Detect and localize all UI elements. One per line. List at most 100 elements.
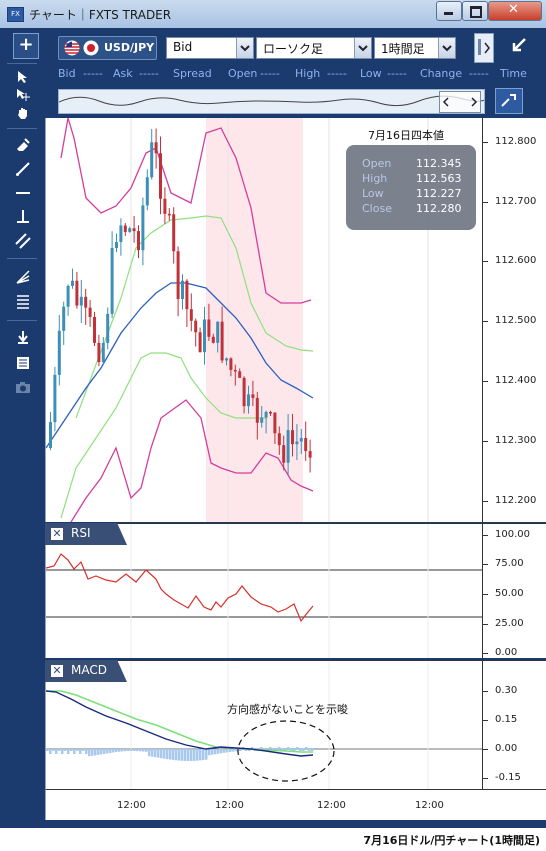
currency-pair-selector[interactable]: USD/JPY — [58, 36, 157, 60]
window-title: チャート｜FXTS TRADER — [29, 8, 172, 22]
macd-histogram-bar — [166, 749, 169, 760]
chevron-left-icon[interactable] — [440, 92, 452, 112]
price-type-value: Bid — [173, 40, 193, 54]
chart-window: FX チャート｜FXTS TRADER ✕ + — [0, 0, 546, 828]
quote-high-value: ----- — [327, 67, 347, 80]
fibonacci-tool-icon[interactable] — [14, 292, 32, 310]
price-type-dropdown[interactable]: Bid — [166, 37, 254, 59]
macd-histogram-bar — [272, 748, 275, 751]
chart-type-dropdown[interactable]: ローソク足 — [256, 37, 372, 59]
candle-body — [264, 411, 268, 418]
close-rsi-icon[interactable]: ✕ — [51, 527, 63, 540]
quote-low-label: Low — [360, 67, 382, 80]
sidebar-divider — [7, 320, 37, 321]
cursor-tool-icon[interactable] — [14, 68, 32, 86]
candle-body — [229, 358, 233, 370]
candle-body — [137, 231, 140, 251]
high-label: High — [362, 172, 388, 185]
close-button[interactable]: ✕ — [488, 1, 542, 21]
macd-tab[interactable]: ✕ MACD — [45, 660, 127, 682]
crosshair-tool-icon[interactable] — [14, 86, 32, 104]
hand-tool-icon[interactable] — [14, 104, 32, 122]
macd-histogram-bar — [130, 749, 133, 752]
macd-histogram-bar — [100, 749, 103, 755]
expand-icon — [501, 94, 516, 107]
axis-tick-label: 25.00 — [495, 618, 524, 629]
chevron-right-icon[interactable] — [468, 92, 480, 112]
axis-tick — [483, 535, 488, 536]
close-macd-icon[interactable]: ✕ — [51, 664, 63, 677]
candle-body — [132, 228, 136, 232]
minimize-button[interactable] — [436, 1, 462, 21]
open-value: 112.345 — [416, 157, 462, 170]
auto-scale-button[interactable] — [495, 88, 523, 114]
candle-body — [269, 411, 272, 414]
macd-histogram-bar — [76, 749, 79, 751]
axis-tick-label: 75.00 — [495, 558, 524, 569]
download-icon[interactable] — [14, 328, 32, 346]
horizontal-line-tool-icon[interactable] — [14, 184, 32, 202]
camera-icon[interactable] — [14, 378, 32, 396]
macd-signal-line — [46, 690, 313, 753]
macd-tab-label: MACD — [71, 663, 107, 677]
axis-tick-label: 100.00 — [495, 529, 530, 540]
candle-body — [84, 296, 88, 308]
axis-tick — [483, 720, 488, 721]
navigator-thumb[interactable] — [439, 91, 481, 113]
axis-tick — [483, 202, 488, 203]
detach-window-button[interactable] — [507, 35, 531, 57]
macd-histogram-bar — [223, 749, 226, 753]
macd-panel[interactable] — [45, 660, 482, 789]
candle-body — [304, 438, 308, 452]
range-navigator[interactable] — [58, 89, 485, 114]
macd-histogram-bar — [199, 749, 202, 761]
macd-histogram-bar — [97, 749, 100, 755]
macd-histogram-bar — [58, 749, 61, 751]
axis-tick-label: 50.00 — [495, 588, 524, 599]
macd-histogram-bar — [190, 749, 193, 761]
macd-histogram-bar — [281, 748, 284, 751]
quote-spread-label: Spread — [173, 67, 212, 80]
macd-axis-panel: 0.30 0.15 0.00 -0.15 — [482, 660, 546, 789]
macd-histogram-bar — [94, 749, 97, 756]
print-icon[interactable] — [14, 354, 32, 372]
candle-body — [88, 307, 92, 317]
macd-histogram-bar — [49, 749, 52, 754]
arrow-down-left-icon — [512, 38, 526, 52]
macd-histogram-bar — [178, 749, 181, 761]
rsi-plot[interactable] — [45, 524, 482, 658]
quote-bid-label: Bid — [58, 67, 76, 80]
macd-histogram-bar — [46, 749, 49, 751]
price-chart-plot[interactable] — [46, 118, 482, 522]
toolbar-scroll-button[interactable] — [474, 33, 494, 63]
title-bar[interactable]: FX チャート｜FXTS TRADER ✕ — [0, 0, 546, 28]
channel-tool-icon[interactable] — [14, 232, 32, 250]
macd-histogram-bar — [148, 749, 151, 757]
candle-body — [220, 321, 224, 361]
trend-line-tool-icon[interactable] — [14, 160, 32, 178]
price-chart-panel[interactable] — [45, 118, 482, 522]
macd-plot[interactable] — [45, 661, 482, 789]
maximize-icon — [470, 6, 482, 18]
bollinger-band-line — [60, 352, 266, 519]
sidebar-divider — [7, 63, 37, 64]
jp-flag-icon — [83, 40, 99, 56]
eraser-tool-icon[interactable] — [14, 136, 32, 154]
add-chart-button[interactable]: + — [13, 33, 39, 59]
axis-tick-label: 0.15 — [495, 714, 518, 725]
candle-body — [251, 394, 255, 398]
open-label: Open — [362, 157, 392, 170]
vertical-line-tool-icon[interactable] — [14, 208, 32, 226]
rsi-tab[interactable]: ✕ RSI — [45, 523, 127, 545]
timeframe-dropdown[interactable]: 1時間足 — [374, 37, 456, 59]
macd-annotation: 方向感がないことを示唆 — [227, 703, 348, 716]
candle-body — [110, 247, 114, 314]
macd-histogram-bar — [287, 747, 290, 750]
low-label: Low — [362, 187, 384, 200]
rsi-panel[interactable] — [45, 523, 482, 658]
app-icon: FX — [7, 7, 24, 22]
candle-body — [101, 342, 105, 363]
axis-tick-label: 0.30 — [495, 685, 518, 696]
maximize-button[interactable] — [462, 1, 488, 21]
fan-tool-icon[interactable] — [14, 268, 32, 286]
